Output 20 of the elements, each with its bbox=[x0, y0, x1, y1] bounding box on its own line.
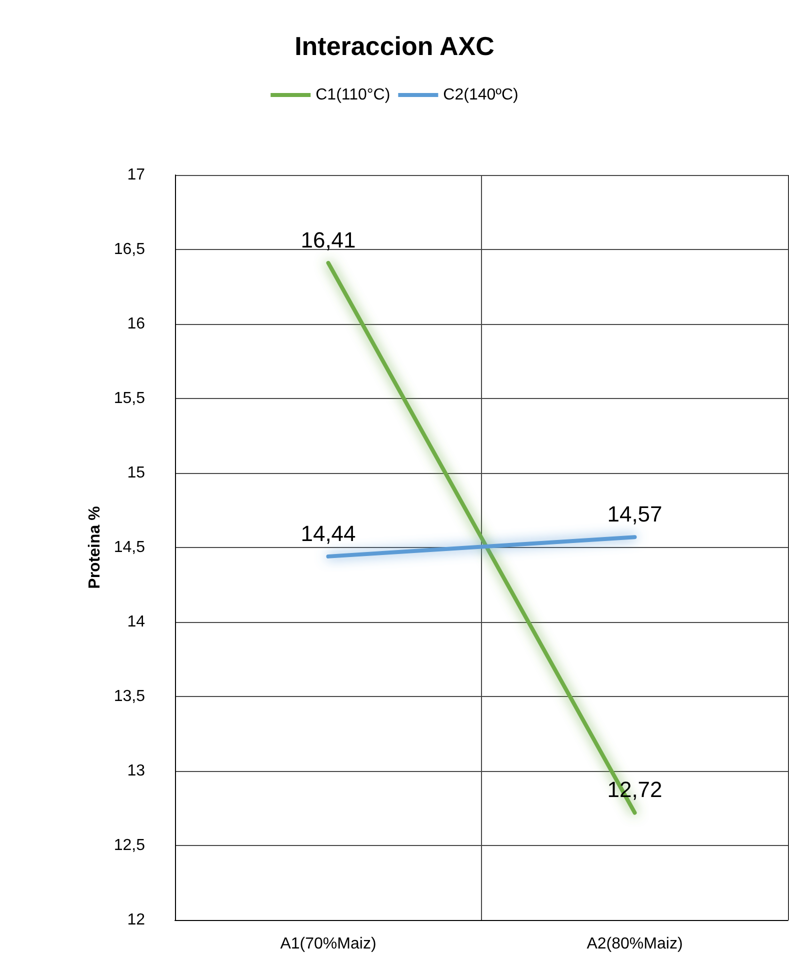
y-tick-label: 16 bbox=[127, 316, 146, 332]
x-tick-label: A2(80%Maiz) bbox=[586, 936, 683, 952]
y-tick-label: 17 bbox=[127, 166, 146, 184]
data-label: 14,57 bbox=[607, 502, 662, 527]
y-tick-label: 15,5 bbox=[114, 390, 146, 407]
legend-label: C2(140ºC) bbox=[443, 86, 518, 104]
x-tick-label: A1(70%Maiz) bbox=[280, 936, 376, 952]
y-axis-title: Proteina % bbox=[86, 506, 104, 589]
y-tick-label: 14 bbox=[127, 614, 146, 630]
y-tick-label: 13,5 bbox=[114, 688, 146, 705]
y-tick-label: 16,5 bbox=[114, 241, 146, 258]
chart-title: Interaccion AXC bbox=[294, 31, 495, 61]
legend-label: C1(110°C) bbox=[316, 86, 390, 104]
data-label: 16,41 bbox=[300, 227, 356, 252]
data-label: 14,44 bbox=[300, 520, 356, 546]
y-tick-label: 12 bbox=[127, 912, 146, 928]
y-tick-label: 14,5 bbox=[114, 539, 146, 556]
y-tick-label: 13 bbox=[127, 762, 146, 780]
y-tick-label: 15 bbox=[127, 464, 146, 482]
y-tick-label: 12,5 bbox=[114, 837, 146, 854]
